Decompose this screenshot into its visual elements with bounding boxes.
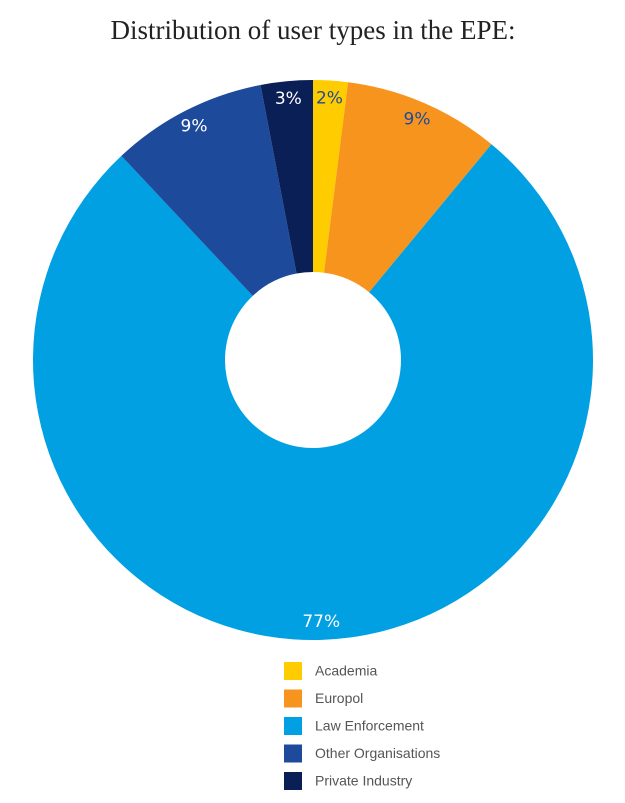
slice bbox=[32, 144, 593, 640]
legend-label: Other Organisations bbox=[315, 745, 440, 761]
data-label: 9% bbox=[404, 110, 431, 130]
legend-label: Europol bbox=[315, 690, 363, 706]
slice bbox=[313, 80, 349, 273]
slice bbox=[121, 84, 297, 296]
legend-swatch bbox=[284, 717, 302, 735]
legend-swatch bbox=[284, 689, 302, 708]
legend-swatch bbox=[284, 662, 302, 680]
data-label: 9% bbox=[181, 117, 208, 137]
legend-label: Law Enforcement bbox=[315, 718, 424, 734]
data-label: 77% bbox=[302, 612, 340, 632]
chart-title: Distribution of user types in the EPE: bbox=[111, 15, 516, 45]
legend-swatch bbox=[284, 772, 302, 790]
data-label: 3% bbox=[275, 89, 302, 109]
slice bbox=[260, 80, 313, 274]
legend-label: Academia bbox=[315, 663, 377, 679]
slice bbox=[324, 82, 492, 293]
legend-swatch bbox=[284, 744, 302, 763]
legend-label: Private Industry bbox=[315, 773, 412, 789]
data-label: 2% bbox=[316, 89, 343, 109]
